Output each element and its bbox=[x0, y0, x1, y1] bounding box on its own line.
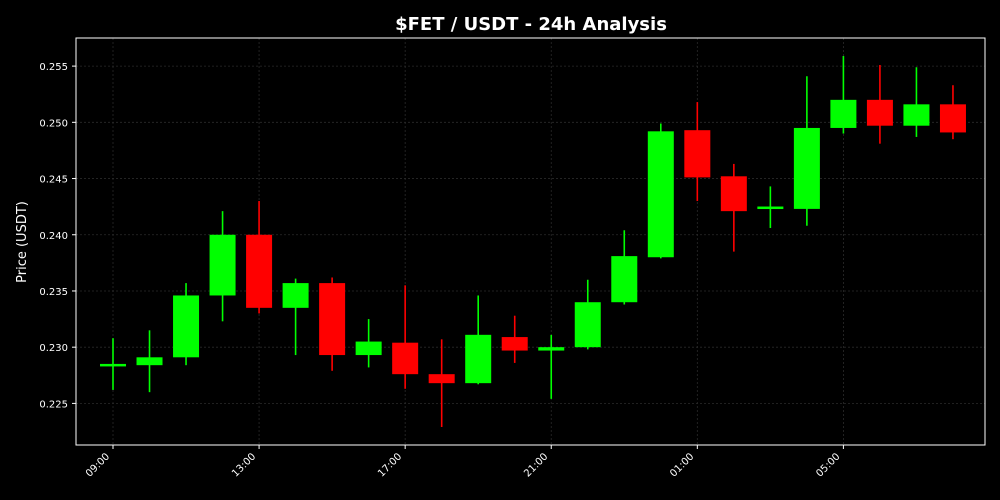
candle-body bbox=[574, 302, 601, 348]
candle-up bbox=[465, 295, 492, 385]
candle-body bbox=[611, 256, 638, 303]
candle-body bbox=[538, 347, 565, 351]
candle-down bbox=[246, 201, 273, 314]
candle-body bbox=[246, 234, 273, 308]
candle-up bbox=[136, 330, 163, 393]
candle-body bbox=[501, 337, 528, 351]
candle-body bbox=[939, 104, 966, 133]
y-tick-label: 0.250 bbox=[39, 118, 68, 129]
y-tick-label: 0.235 bbox=[39, 287, 68, 298]
candle-body bbox=[319, 283, 346, 356]
candle-up bbox=[538, 334, 565, 399]
candle-down bbox=[501, 315, 528, 363]
candle-body bbox=[392, 342, 419, 375]
chart-title: $FET / USDT - 24h Analysis bbox=[395, 14, 667, 35]
candle-down bbox=[684, 102, 711, 202]
candle-body bbox=[428, 374, 455, 384]
plot-area-frame bbox=[75, 37, 986, 446]
y-tick-label: 0.240 bbox=[39, 231, 68, 242]
candles bbox=[100, 55, 966, 428]
candle-up bbox=[355, 319, 382, 368]
candle-up bbox=[282, 278, 309, 356]
y-axis-label: Price (USDT) bbox=[15, 201, 30, 283]
candle-body bbox=[684, 130, 711, 178]
candle-body bbox=[465, 334, 492, 384]
candle-up bbox=[100, 338, 126, 390]
candle-body bbox=[757, 206, 784, 210]
candle-up bbox=[793, 76, 820, 226]
candle-up bbox=[574, 279, 601, 350]
candle-down bbox=[392, 285, 419, 389]
candle-up bbox=[647, 123, 674, 259]
candle-body bbox=[136, 357, 163, 366]
candle-up bbox=[209, 211, 236, 322]
y-axis-ticks: 0.225 0.230 0.235 0.240 0.245 0.250 0.255 bbox=[39, 62, 76, 410]
candle-down bbox=[939, 85, 966, 140]
candle-body bbox=[720, 176, 747, 212]
candle-body bbox=[282, 283, 309, 308]
candle-body bbox=[866, 99, 893, 126]
y-tick-label: 0.255 bbox=[39, 62, 68, 73]
candle-up bbox=[173, 283, 200, 366]
candle-body bbox=[100, 363, 126, 367]
candle-body bbox=[830, 99, 857, 128]
y-tick-label: 0.225 bbox=[39, 399, 68, 410]
candle-down bbox=[428, 339, 455, 428]
y-tick-label: 0.230 bbox=[39, 343, 68, 354]
candle-up bbox=[830, 55, 857, 134]
candle-down bbox=[720, 163, 747, 252]
candle-up bbox=[611, 230, 638, 305]
candle-body bbox=[173, 295, 200, 358]
candle-up bbox=[903, 67, 930, 137]
candle-body bbox=[793, 127, 820, 209]
candle-body bbox=[209, 234, 236, 296]
candle-down bbox=[866, 64, 893, 144]
candle-up bbox=[757, 186, 784, 229]
candle-down bbox=[319, 277, 346, 371]
candle-body bbox=[647, 131, 674, 258]
candle-body bbox=[903, 104, 930, 126]
candle-body bbox=[355, 341, 382, 356]
y-tick-label: 0.245 bbox=[39, 175, 68, 186]
